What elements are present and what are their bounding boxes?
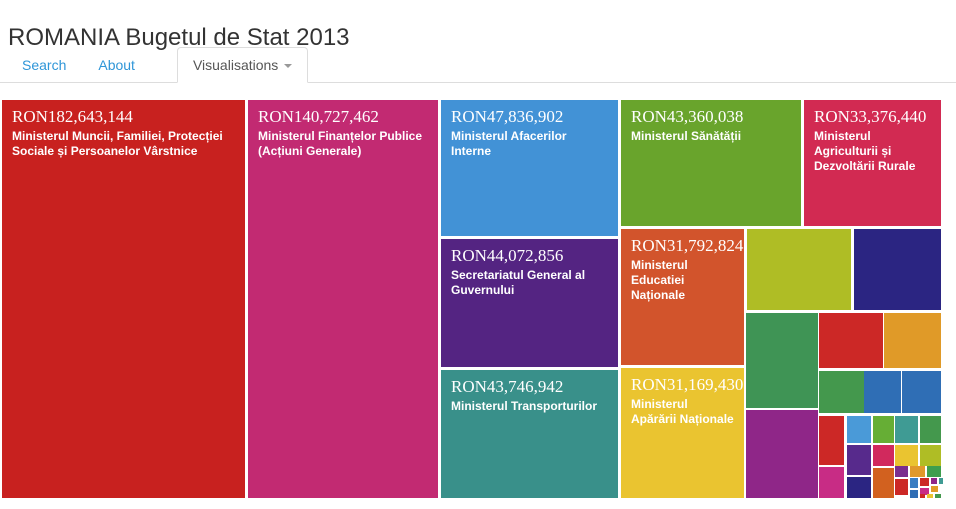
treemap-cell-small-35[interactable]	[920, 478, 929, 486]
cell-amount: RON31,169,430	[631, 375, 744, 394]
treemap-cell-small-9[interactable]	[747, 229, 851, 310]
treemap-cell-small-30[interactable]	[895, 466, 908, 477]
page-title: ROMANIA Bugetul de Stat 2013	[8, 24, 350, 52]
tab-about[interactable]: About	[98, 57, 135, 73]
cell-amount: RON140,727,462	[258, 107, 379, 126]
cell-ministry-name: Ministerul Educatiei Naționale	[631, 258, 688, 302]
cell-amount: RON31,792,824	[631, 236, 744, 255]
treemap-cell-7[interactable]: RON31,792,824 Ministerul Educatiei Națion…	[621, 229, 744, 365]
treemap-cell-small-23[interactable]	[920, 416, 941, 443]
cell-ministry-name: Ministerul Sănătății	[631, 129, 742, 143]
treemap-cell-0[interactable]: RON182,643,144 Ministerul Muncii, Familie…	[2, 100, 245, 498]
treemap-cell-small-36[interactable]	[931, 478, 937, 484]
cell-amount: RON44,072,856	[451, 246, 564, 265]
treemap-cell-small-14[interactable]	[819, 371, 864, 413]
treemap-cell-3[interactable]: RON44,072,856 Secretariatul General al Gu…	[441, 239, 618, 367]
treemap-cell-small-18[interactable]	[819, 416, 844, 465]
cell-ministry-name: Ministerul Agriculturii și Dezvoltării R…	[814, 129, 916, 173]
treemap-cell-small-40[interactable]	[910, 490, 918, 498]
cell-ministry-name: Ministerul Apărării Naționale	[631, 397, 734, 426]
treemap-cell-1[interactable]: RON140,727,462 Ministerul Finanțelor Publ…	[248, 100, 438, 498]
tab-search[interactable]: Search	[22, 57, 67, 73]
tab-visualisations[interactable]: Visualisations	[176, 47, 309, 83]
budget-treemap: RON182,643,144 Ministerul Muncii, Familie…	[2, 100, 943, 498]
treemap-cell-small-26[interactable]	[895, 445, 918, 466]
cell-amount: RON33,376,440	[814, 107, 927, 126]
cell-amount: RON47,836,902	[451, 107, 564, 126]
treemap-cell-small-41[interactable]	[920, 494, 925, 498]
cell-amount: RON182,643,144	[12, 107, 133, 126]
treemap-cell-2[interactable]: RON47,836,902 Ministerul Afacerilor Inter…	[441, 100, 618, 236]
cell-ministry-name: Ministerul Afacerilor Interne	[451, 129, 567, 158]
cell-amount: RON43,746,942	[451, 377, 564, 396]
treemap-cell-small-16[interactable]	[902, 371, 941, 413]
cell-ministry-name: Ministerul Finanțelor Publice (Acțiuni G…	[258, 129, 423, 158]
treemap-cell-small-33[interactable]	[895, 479, 908, 495]
treemap-cell-small-17[interactable]	[746, 410, 818, 498]
treemap-cell-small-27[interactable]	[920, 445, 941, 466]
treemap-cell-small-37[interactable]	[939, 478, 943, 484]
treemap-cell-small-34[interactable]	[910, 478, 918, 488]
cell-ministry-name: Ministerul Transporturilor	[451, 399, 598, 413]
treemap-cell-small-22[interactable]	[895, 416, 918, 443]
treemap-cell-small-31[interactable]	[910, 466, 925, 477]
cell-ministry-name: Ministerul Muncii, Familiei, Protecției …	[12, 129, 223, 158]
treemap-cell-small-32[interactable]	[927, 466, 941, 477]
treemap-cell-4[interactable]: RON43,746,942 Ministerul Transporturilor	[441, 370, 618, 498]
treemap-cell-small-19[interactable]	[819, 467, 844, 498]
treemap-cell-small-11[interactable]	[746, 313, 818, 408]
treemap-cell-small-39[interactable]	[931, 486, 938, 492]
treemap-cell-small-43[interactable]	[935, 494, 941, 498]
treemap-cell-small-29[interactable]	[873, 468, 894, 498]
treemap-cell-small-38[interactable]	[920, 488, 929, 495]
treemap-cell-small-25[interactable]	[873, 445, 894, 466]
cell-ministry-name: Secretariatul General al Guvernului	[451, 268, 586, 297]
treemap-cell-small-21[interactable]	[873, 416, 894, 443]
treemap-cell-8[interactable]: RON31,169,430 Ministerul Apărării Naționa…	[621, 368, 744, 498]
treemap-cell-small-24[interactable]	[847, 445, 871, 475]
treemap-cell-small-28[interactable]	[847, 477, 871, 498]
cell-amount: RON43,360,038	[631, 107, 744, 126]
treemap-cell-small-15[interactable]	[864, 371, 901, 413]
treemap-cell-small-10[interactable]	[854, 229, 941, 310]
chevron-down-icon	[284, 64, 293, 69]
treemap-cell-5[interactable]: RON43,360,038 Ministerul Sănătății	[621, 100, 801, 226]
nav-tabs: Search About Visualisations	[0, 47, 956, 83]
treemap-cell-6[interactable]: RON33,376,440 Ministerul Agriculturii și …	[804, 100, 941, 226]
treemap-cell-small-13[interactable]	[884, 313, 941, 368]
treemap-cell-small-42[interactable]	[927, 494, 933, 498]
treemap-cell-small-20[interactable]	[847, 416, 871, 443]
treemap-cell-small-12[interactable]	[819, 313, 883, 368]
